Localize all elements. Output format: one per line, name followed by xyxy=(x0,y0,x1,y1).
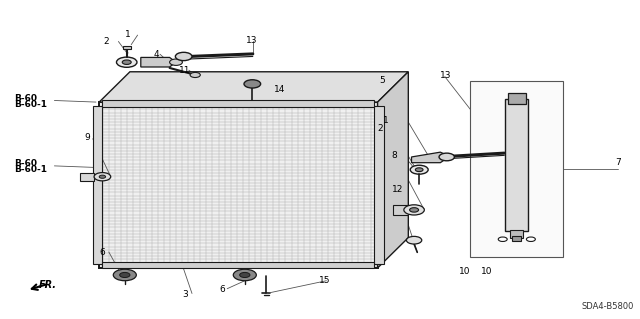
Polygon shape xyxy=(378,72,408,268)
Circle shape xyxy=(498,237,507,241)
Polygon shape xyxy=(412,152,450,163)
Text: B-60-1: B-60-1 xyxy=(14,100,47,109)
Circle shape xyxy=(406,236,422,244)
Bar xyxy=(102,100,374,107)
Circle shape xyxy=(244,80,260,88)
Text: 13: 13 xyxy=(440,71,451,80)
Bar xyxy=(512,236,521,241)
Circle shape xyxy=(190,72,200,78)
Circle shape xyxy=(410,165,428,174)
Polygon shape xyxy=(99,72,408,102)
Bar xyxy=(93,106,102,264)
Bar xyxy=(102,262,374,268)
Circle shape xyxy=(415,168,423,172)
Circle shape xyxy=(113,269,136,281)
Text: 11: 11 xyxy=(179,66,191,75)
Bar xyxy=(506,99,528,231)
Text: 12: 12 xyxy=(392,185,403,194)
Circle shape xyxy=(439,153,454,161)
Text: 14: 14 xyxy=(274,85,285,94)
Text: 5: 5 xyxy=(379,76,385,85)
Bar xyxy=(470,81,563,257)
Polygon shape xyxy=(393,205,408,215)
Circle shape xyxy=(526,237,535,241)
Circle shape xyxy=(116,57,137,67)
Text: 1: 1 xyxy=(125,30,131,39)
Text: B-60-1: B-60-1 xyxy=(14,165,47,174)
Text: 10: 10 xyxy=(459,267,470,276)
Bar xyxy=(99,102,378,268)
Bar xyxy=(123,46,131,49)
Text: 3: 3 xyxy=(182,290,188,299)
Circle shape xyxy=(404,205,424,215)
Circle shape xyxy=(99,175,106,178)
Text: 15: 15 xyxy=(319,276,330,285)
Text: FR.: FR. xyxy=(38,279,56,290)
Text: 9: 9 xyxy=(84,133,90,142)
Bar xyxy=(508,93,526,104)
Circle shape xyxy=(240,272,250,278)
Circle shape xyxy=(175,52,192,61)
Polygon shape xyxy=(141,57,176,67)
Text: 6: 6 xyxy=(99,248,105,257)
Text: 7: 7 xyxy=(616,158,621,167)
Text: 2: 2 xyxy=(104,37,109,46)
Text: 13: 13 xyxy=(246,36,258,45)
Circle shape xyxy=(410,208,419,212)
Bar xyxy=(80,173,94,181)
Circle shape xyxy=(170,59,182,65)
Bar xyxy=(99,102,378,268)
Circle shape xyxy=(120,272,130,278)
Circle shape xyxy=(94,173,111,181)
Text: 8: 8 xyxy=(391,151,397,160)
Text: B-60: B-60 xyxy=(14,94,37,103)
Text: 6: 6 xyxy=(219,285,225,294)
Text: SDA4-B5800: SDA4-B5800 xyxy=(581,302,634,311)
Circle shape xyxy=(234,269,256,281)
Bar xyxy=(511,230,524,238)
Circle shape xyxy=(122,60,131,64)
Text: 2: 2 xyxy=(378,124,383,133)
Text: B-60: B-60 xyxy=(14,159,37,168)
Text: 1: 1 xyxy=(383,116,388,125)
Bar xyxy=(374,106,384,264)
Text: 4: 4 xyxy=(154,50,159,59)
Text: 10: 10 xyxy=(481,267,493,276)
